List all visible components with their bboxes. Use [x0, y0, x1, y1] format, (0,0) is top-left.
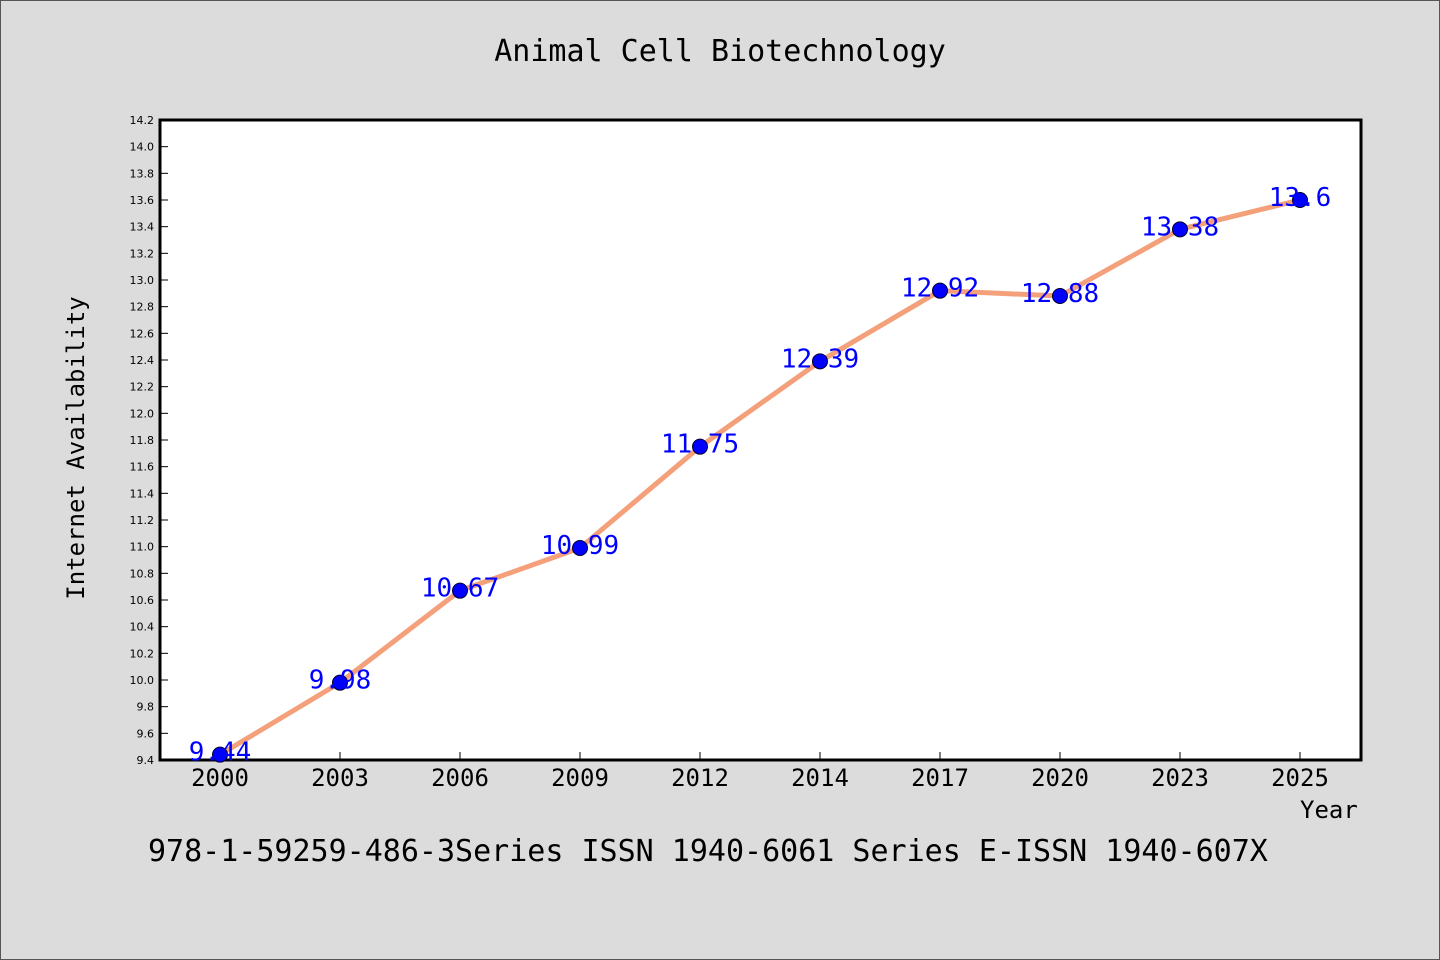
- data-point: [452, 582, 468, 599]
- x-tick-label: 2020: [1031, 764, 1089, 792]
- y-tick-label: 14.0: [130, 141, 155, 154]
- series-markers: [212, 192, 1308, 763]
- x-tick-label: 2009: [551, 764, 609, 792]
- plot-area: [158, 118, 1363, 762]
- x-axis: 2000 2003 2006 2009 2012 2014 2017 2020 2023 2025: [191, 752, 1329, 792]
- data-label: 10.99: [541, 531, 619, 561]
- data-point: [932, 282, 948, 299]
- series-line: [217, 197, 1303, 758]
- data-point: [1052, 288, 1068, 304]
- x-tick-label: 2023: [1151, 764, 1209, 792]
- y-tick-label: 9.6: [137, 727, 155, 740]
- data-label: 9.98: [309, 666, 372, 696]
- y-tick-label: 10.2: [130, 647, 155, 660]
- data-label: 12.39: [781, 344, 859, 374]
- y-tick-label: 11.0: [130, 541, 155, 554]
- y-tick-label: 13.2: [130, 247, 155, 260]
- data-point: [212, 746, 228, 763]
- y-tick-label: 13.8: [130, 167, 155, 180]
- data-label: 10.67: [421, 574, 499, 604]
- y-axis: 9.4 9.6 9.8 10.0 10.2 10.4 10.6 10.8 11.0 11.2 11.…: [130, 114, 168, 767]
- y-tick-label: 9.4: [137, 754, 155, 767]
- x-tick-label: 2000: [191, 764, 249, 792]
- data-label: 9.44: [189, 738, 252, 768]
- y-tick-label: 11.6: [130, 461, 155, 474]
- y-tick-label: 12.0: [130, 407, 155, 420]
- y-tick-label: 13.0: [130, 274, 155, 287]
- y-tick-label: 11.4: [130, 487, 155, 500]
- y-tick-label: 10.6: [130, 594, 155, 607]
- y-tick-label: 13.6: [130, 194, 155, 207]
- chart-title: Animal Cell Biotechnology: [494, 34, 946, 69]
- data-point: [1292, 192, 1308, 208]
- y-tick-label: 13.4: [130, 221, 155, 234]
- x-tick-label: 2017: [911, 764, 969, 792]
- data-point: [692, 438, 708, 455]
- y-tick-label: 9.8: [137, 701, 155, 714]
- x-tick-label: 2014: [791, 764, 849, 792]
- data-label: 12.88: [1021, 279, 1099, 309]
- footer-isbn-text: 978-1-59259-486-3Series ISSN 1940-6061 S…: [148, 834, 1268, 869]
- y-tick-label: 10.8: [130, 567, 155, 580]
- y-tick-label: 11.2: [130, 514, 155, 527]
- y-tick-label: 12.6: [130, 327, 155, 340]
- data-label: 13.38: [1141, 212, 1219, 242]
- y-tick-label: 10.0: [130, 674, 155, 687]
- data-point: [332, 674, 348, 691]
- data-point: [1172, 221, 1188, 238]
- data-label: 11.75: [661, 430, 739, 460]
- y-tick-label: 10.4: [130, 621, 155, 634]
- x-tick-label: 2003: [311, 764, 369, 792]
- y-tick-label: 14.2: [130, 114, 155, 127]
- data-point: [812, 353, 828, 370]
- data-labels: 9.44 9.98 10.67 10.99 11.75 12.39 12.92 12.88 13…: [189, 183, 1332, 768]
- y-tick-label: 12.8: [130, 301, 155, 314]
- y-tick-label: 12.4: [130, 354, 155, 367]
- data-label: 13.6: [1269, 183, 1332, 213]
- x-axis-label: Year: [1300, 796, 1358, 824]
- y-tick-label: 12.2: [130, 381, 155, 394]
- data-point: [572, 540, 588, 556]
- x-tick-label: 2025: [1271, 764, 1329, 792]
- x-tick-label: 2012: [671, 764, 729, 792]
- x-tick-label: 2006: [431, 764, 489, 792]
- data-label: 12.92: [901, 274, 979, 304]
- y-tick-label: 11.8: [130, 434, 155, 447]
